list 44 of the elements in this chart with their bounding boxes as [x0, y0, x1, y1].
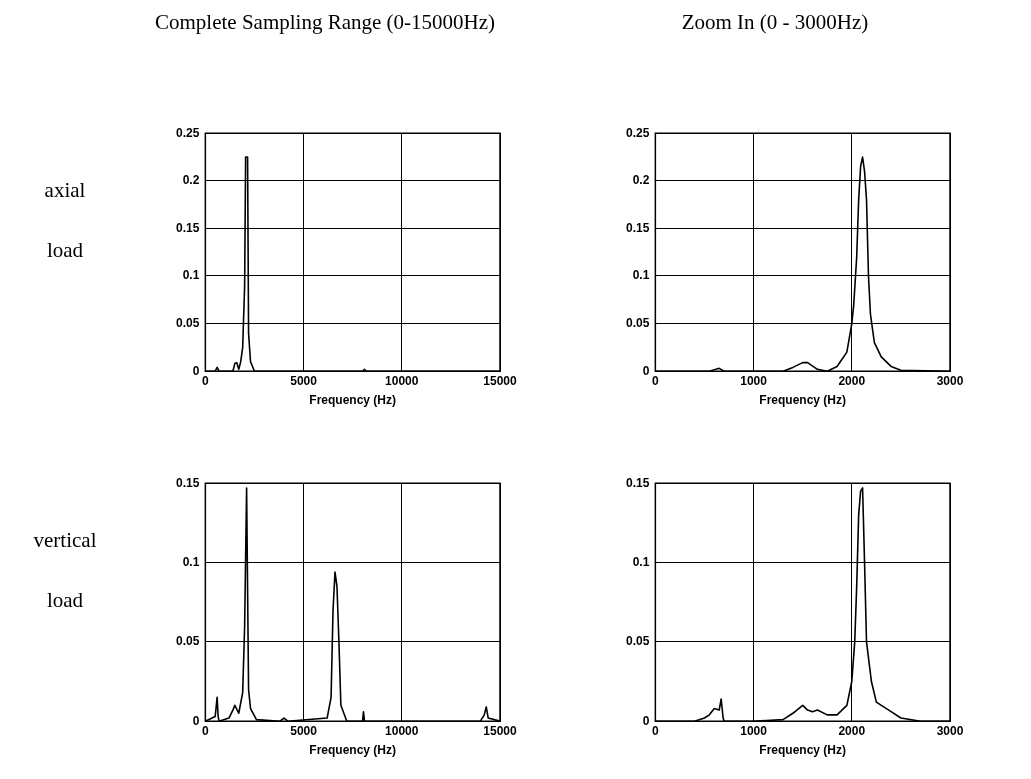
y-tick-label: 0.15 [626, 220, 650, 235]
chart-title: Complete Sampling Range (0-15000Hz) [154, 10, 496, 35]
y-tick-label: 0.1 [182, 268, 200, 283]
y-tick-label: 0 [192, 363, 200, 378]
y-tick-label: 0.05 [176, 315, 200, 330]
y-tick-label: 0.05 [176, 634, 200, 649]
x-axis-title: Frequency (Hz) [759, 393, 847, 408]
text: vertical load [33, 528, 97, 612]
x-tick-label: 0 [202, 723, 210, 738]
y-tick-label: 0 [642, 713, 650, 728]
x-tick-label: 10000 [385, 723, 419, 738]
x-tick-label: 2000 [838, 373, 866, 388]
y-tick-label: 0.2 [182, 173, 200, 188]
x-tick-label: 0 [652, 723, 660, 738]
x-tick-label: 0 [202, 373, 210, 388]
x-tick-label: 1000 [740, 373, 768, 388]
y-tick-label: 0.05 [626, 315, 650, 330]
y-tick-label: 0.15 [626, 475, 650, 490]
x-tick-label: 3000 [936, 723, 964, 738]
x-tick-label: 0 [652, 373, 660, 388]
text: axial load [44, 178, 86, 262]
y-tick-label: 0.25 [176, 125, 200, 140]
y-tick-label: 0.25 [626, 125, 650, 140]
y-tick-label: 0.1 [182, 554, 200, 569]
x-axis-title: Frequency (Hz) [759, 743, 847, 758]
y-tick-label: 0.05 [626, 634, 650, 649]
x-tick-label: 1000 [740, 723, 768, 738]
x-tick-label: 5000 [290, 373, 318, 388]
x-tick-label: 10000 [385, 373, 419, 388]
x-tick-label: 3000 [936, 373, 964, 388]
y-tick-label: 0.15 [176, 475, 200, 490]
y-tick-label: 0.1 [632, 554, 650, 569]
x-tick-label: 15000 [483, 373, 518, 388]
y-tick-label: 0.15 [176, 220, 200, 235]
x-axis-title: Frequency (Hz) [309, 743, 397, 758]
chart-title: Zoom In (0 - 3000Hz) [680, 10, 870, 35]
y-tick-label: 0.1 [632, 268, 650, 283]
y-tick-label: 0 [192, 713, 200, 728]
x-axis-title: Frequency (Hz) [309, 393, 397, 408]
x-tick-label: 15000 [483, 723, 518, 738]
x-tick-label: 2000 [838, 723, 866, 738]
y-tick-label: 0.2 [632, 173, 650, 188]
y-tick-label: 0 [642, 363, 650, 378]
x-tick-label: 5000 [290, 723, 318, 738]
